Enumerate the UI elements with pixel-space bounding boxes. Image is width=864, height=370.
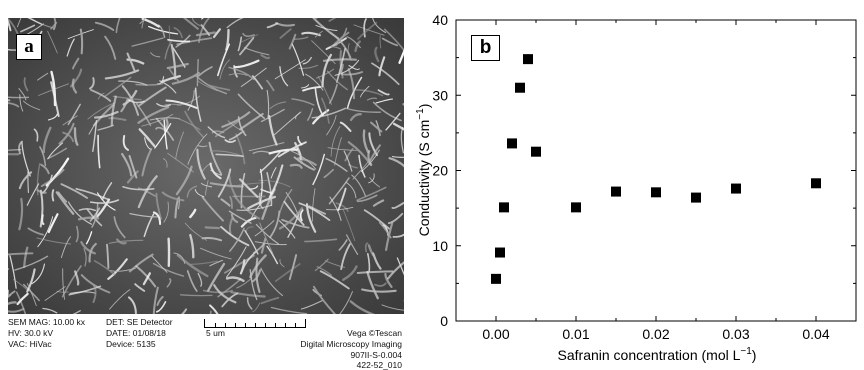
data-point [499,202,509,213]
date-text: DATE: 01/08/18 [106,328,166,338]
sem-micrograph-image [8,18,404,314]
data-point [491,273,501,284]
data-point [691,192,701,203]
scale-bar-tick [265,323,266,327]
x-tick-label: 0.00 [482,326,509,342]
scale-bar-tick [225,323,226,327]
sem-mag-text: SEM MAG: 10.00 kx [8,317,85,327]
data-point [731,183,741,194]
x-tick-label: 0.04 [802,326,829,342]
brand-text: Vega ©Tescan [347,328,402,338]
data-point [611,186,621,197]
scale-label: 5 um [206,328,225,338]
y-tick-label: 20 [432,163,448,179]
detector-text: DET: SE Detector [106,317,173,327]
y-tick-label: 40 [432,12,448,28]
scale-bar-tick [275,323,276,327]
scale-bar-tick [295,323,296,327]
panel-b-label: b [471,35,500,61]
data-point [571,202,581,213]
data-point [651,187,661,198]
x-tick-label: 0.01 [562,326,589,342]
y-tick-label: 30 [432,87,448,103]
scale-bar-tick [235,323,236,327]
data-point [523,54,533,65]
scale-bar-tick [285,323,286,327]
imaging-text: Digital Microscopy Imaging [300,339,402,349]
data-point [811,178,821,189]
panel-a-label: a [16,34,42,60]
sem-panel: a SEM MAG: 10.00 kx HV: 30.0 kV VAC: HiV… [8,18,404,370]
scale-bar [204,319,306,328]
device-text: Device: 5135 [106,339,156,349]
data-point [507,138,517,149]
scale-bar-tick [255,323,256,327]
sem-info-bar: SEM MAG: 10.00 kx HV: 30.0 kV VAC: HiVac… [8,314,404,370]
chart-panel: 0.00 0.01 0.02 0.03 0.04 0 10 20 30 40 Safranin c… [404,0,864,369]
data-point [495,247,505,258]
y-tick-label: 10 [432,238,448,254]
hv-text: HV: 30.0 kV [8,328,54,338]
y-axis-label: Conductivity (S cm−1) [415,104,432,237]
conductivity-chart: 0.00 0.01 0.02 0.03 0.04 0 10 20 30 40 Safranin c… [415,12,857,363]
x-tick-label: 0.02 [642,326,669,342]
data-point [515,82,525,93]
image-id-text: 907II-S-0.004 [350,350,402,360]
data-point [531,146,541,157]
y-tick-label: 0 [440,313,448,329]
scale-bar-tick [245,323,246,327]
vac-text: VAC: HiVac [8,339,52,349]
plot-frame [455,19,857,322]
x-axis-label: Safranin concentration (mol L−1) [558,346,757,363]
scale-bar-tick [215,323,216,327]
x-tick-label: 0.03 [722,326,749,342]
image-file-text: 422-52_010 [356,360,402,370]
